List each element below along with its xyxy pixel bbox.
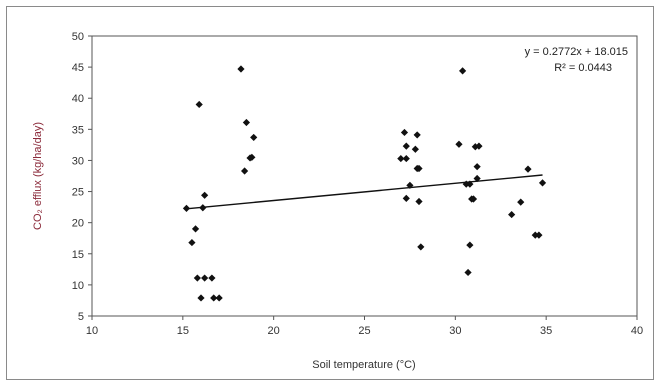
data-points: [182, 65, 547, 302]
x-axis-label: Soil temperature (°C): [312, 359, 415, 371]
y-tick-label: 40: [72, 93, 84, 105]
data-point: [464, 268, 472, 277]
y-tick-label: 25: [72, 187, 84, 199]
y-tick-label: 45: [72, 62, 84, 74]
data-point: [466, 180, 474, 188]
x-axis-ticks: 10 15 20 25 30 35 40: [86, 316, 643, 337]
data-point: [182, 204, 191, 212]
data-point: [411, 145, 419, 153]
data-point: [415, 197, 423, 206]
x-tick-label: 40: [631, 325, 643, 337]
x-tick-label: 30: [449, 325, 461, 337]
data-point: [210, 294, 218, 302]
data-point: [237, 65, 245, 73]
data-point: [473, 174, 481, 183]
data-point: [402, 154, 410, 163]
data-point: [475, 142, 483, 150]
x-tick-label: 25: [358, 325, 370, 337]
y-tick-label: 20: [72, 218, 84, 230]
data-point: [201, 274, 209, 282]
data-point: [455, 140, 463, 148]
data-point: [193, 274, 201, 282]
y-axis-ticks: 5 10 15 20 25 30 35 40 45 50: [72, 31, 92, 323]
y-tick-label: 10: [72, 280, 84, 292]
data-point: [191, 225, 200, 233]
x-tick-label: 35: [540, 325, 552, 337]
data-point: [413, 131, 421, 139]
x-tick-label: 15: [177, 325, 189, 337]
data-point: [241, 167, 249, 175]
data-point: [459, 67, 467, 75]
data-point: [524, 165, 532, 173]
x-tick-label: 20: [268, 325, 280, 337]
data-point: [197, 294, 205, 302]
data-point: [242, 118, 251, 127]
data-point: [417, 243, 425, 251]
data-point: [195, 100, 203, 109]
y-tick-label: 30: [72, 155, 84, 167]
data-point: [215, 294, 223, 302]
data-point: [199, 204, 207, 212]
y-tick-label: 35: [72, 124, 84, 136]
data-point: [397, 154, 405, 163]
trendline-r-squared: R² = 0.0443: [554, 62, 612, 74]
x-tick-label: 10: [86, 325, 98, 337]
y-tick-label: 15: [72, 249, 84, 261]
data-point: [188, 238, 196, 247]
data-point: [402, 194, 410, 202]
data-point: [535, 231, 543, 239]
data-point: [415, 164, 423, 173]
data-point: [466, 241, 474, 249]
y-axis-label: CO₂ efflux (kg/ha/day): [32, 122, 44, 230]
data-point: [406, 181, 414, 189]
trend-line: [186, 174, 543, 210]
data-point: [208, 274, 216, 282]
data-point: [517, 198, 525, 206]
data-point: [400, 128, 409, 137]
data-point: [201, 191, 209, 199]
plot-area: [91, 35, 638, 317]
data-point: [473, 163, 481, 171]
data-point: [462, 180, 470, 188]
trendline-equation: y = 0.2772x + 18.015: [525, 46, 628, 58]
y-tick-label: 50: [72, 31, 84, 43]
y-tick-label: 5: [78, 311, 84, 323]
data-point: [402, 142, 410, 150]
data-point: [508, 210, 516, 219]
data-point: [531, 231, 539, 239]
data-point: [250, 133, 258, 142]
data-point: [538, 179, 547, 187]
data-point: [469, 195, 478, 203]
data-point: [248, 153, 256, 161]
